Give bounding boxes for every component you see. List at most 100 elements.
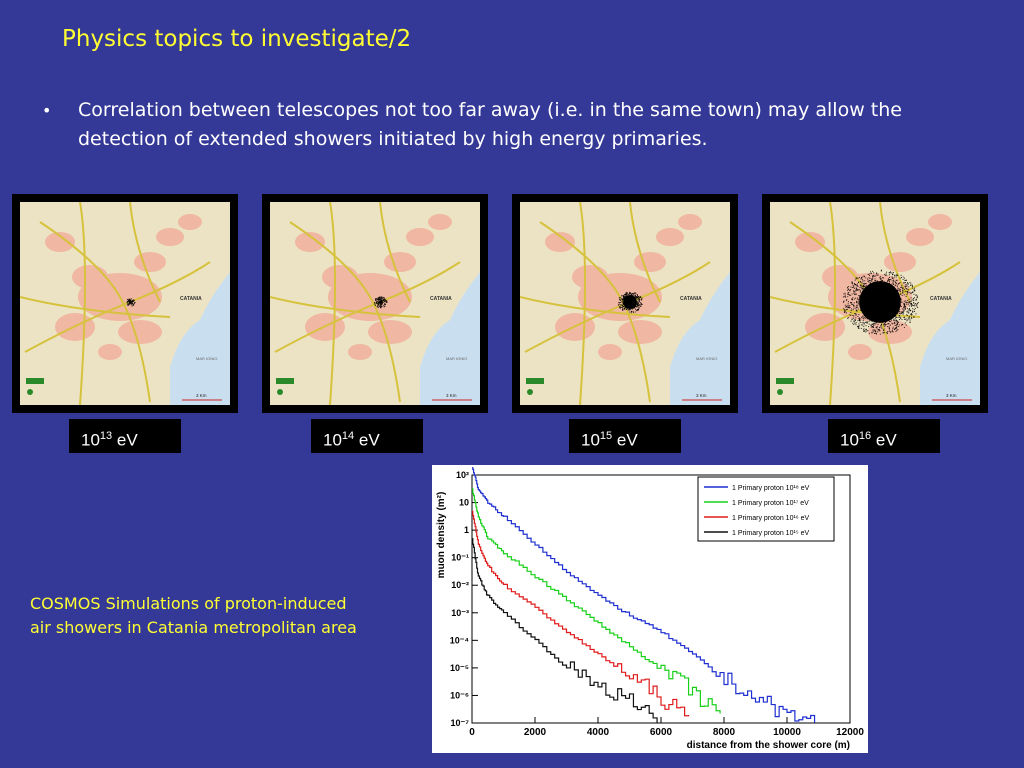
x-tick-label: 2000 — [524, 727, 547, 738]
urban-area — [822, 265, 858, 289]
map-scale-label: 3 Km — [196, 393, 207, 398]
map-marker — [277, 389, 283, 395]
urban-area — [678, 214, 702, 230]
road — [379, 202, 411, 303]
caption-line-2: air showers in Catania metropolitan area — [30, 618, 357, 637]
muon-density-chart: 0 2000 4000 6000 8000 10000 12000 10⁻⁷ 10⁻⁶ 10⁻⁵ 1… — [432, 465, 868, 753]
urban-area — [295, 232, 325, 252]
map-city-label: CATANIA — [680, 296, 702, 302]
road — [39, 221, 151, 403]
x-tick-label: 6000 — [650, 727, 673, 738]
urban-area — [428, 214, 452, 230]
urban-area — [928, 214, 952, 230]
road — [289, 221, 401, 403]
sea-area — [170, 272, 230, 405]
urban-area — [322, 265, 358, 289]
urban-area — [406, 228, 434, 246]
map-sea-label: MAR IONIO — [696, 356, 717, 361]
map-marker — [27, 389, 33, 395]
x-axis-label: distance from the shower core (m) — [687, 740, 850, 751]
urban-area — [45, 232, 75, 252]
y-tick-label: 10⁻⁵ — [450, 663, 469, 673]
road — [129, 202, 161, 303]
legend-entry: 1 Primary proton 10¹⁶ eV — [732, 515, 810, 522]
catania-map: CATANIA MAR IONIO 3 Km — [770, 202, 980, 405]
map-sea-label: MAR IONIO — [946, 356, 967, 361]
urban-area — [906, 228, 934, 246]
shower-footprint — [617, 291, 643, 314]
simulation-caption: COSMOS Simulations of proton-induced air… — [30, 592, 430, 640]
legend-entry: 1 Primary proton 10¹⁷ eV — [732, 500, 809, 507]
map-legend-box — [776, 378, 794, 384]
map-sea-label: MAR IONIO — [196, 356, 217, 361]
sea-area — [670, 272, 730, 405]
bullet-marker: • — [42, 101, 52, 120]
series-line — [472, 538, 658, 723]
road — [79, 202, 86, 405]
urban-area — [384, 252, 416, 272]
x-tick-label: 0 — [469, 727, 475, 738]
urban-area — [598, 344, 622, 360]
energy-label-3: 1015 eV — [569, 419, 681, 453]
energy-label-2: 1014 eV — [311, 419, 423, 453]
map-city-label: CATANIA — [180, 296, 202, 302]
road — [829, 202, 836, 405]
map-panel-2: CATANIA MAR IONIO 3 Km — [262, 194, 488, 413]
sea-area — [420, 272, 480, 405]
urban-area — [156, 228, 184, 246]
legend-entry: 1 Primary proton 10¹⁸ eV — [732, 485, 810, 492]
road — [629, 202, 661, 303]
catania-map: CATANIA MAR IONIO 3 Km — [270, 202, 480, 405]
map-panel-4: CATANIA MAR IONIO 3 Km — [762, 194, 988, 413]
road — [329, 202, 336, 405]
series-line — [472, 467, 816, 723]
shower-footprint — [374, 296, 388, 309]
x-tick-label: 10000 — [773, 727, 801, 738]
series-line — [472, 488, 721, 714]
shower-footprint — [126, 298, 136, 307]
urban-area — [348, 344, 372, 360]
map-sea-label: MAR IONIO — [446, 356, 467, 361]
urban-area — [545, 232, 575, 252]
y-tick-label: 10⁻¹ — [451, 553, 469, 563]
road — [270, 296, 421, 318]
urban-area — [98, 344, 122, 360]
y-tick-label: 10⁻⁷ — [451, 718, 470, 728]
urban-area — [634, 252, 666, 272]
x-tick-label: 8000 — [713, 727, 736, 738]
map-scale-label: 3 Km — [946, 393, 957, 398]
urban-area — [884, 252, 916, 272]
urban-area — [72, 265, 108, 289]
sea-area — [920, 272, 980, 405]
energy-label-1: 1013 eV — [69, 419, 181, 453]
urban-area — [368, 320, 412, 344]
urban-area — [572, 265, 608, 289]
urban-area — [118, 320, 162, 344]
bullet-point: • Correlation between telescopes not too… — [42, 96, 902, 154]
map-legend-box — [276, 378, 294, 384]
bullet-text: Correlation between telescopes not too f… — [78, 99, 902, 150]
x-tick-label: 12000 — [836, 727, 864, 738]
urban-area — [134, 252, 166, 272]
map-panel-1: CATANIA MAR IONIO 3 Km — [12, 194, 238, 413]
map-city-label: CATANIA — [930, 296, 952, 302]
road — [20, 296, 171, 318]
map-marker — [527, 389, 533, 395]
road — [579, 202, 586, 405]
urban-area — [178, 214, 202, 230]
energy-label-4: 1016 eV — [828, 419, 940, 453]
y-tick-label: 10⁻³ — [451, 608, 469, 618]
map-marker — [777, 389, 783, 395]
map-scale-label: 3 Km — [446, 393, 457, 398]
urban-area — [618, 320, 662, 344]
map-legend-box — [26, 378, 44, 384]
y-tick-label: 10 — [459, 498, 469, 508]
chart-legend: 1 Primary proton 10¹⁸ eV 1 Primary proton… — [697, 476, 835, 542]
y-tick-label: 10⁻² — [451, 580, 469, 590]
urban-area — [848, 344, 872, 360]
catania-map: CATANIA MAR IONIO 3 Km — [20, 202, 230, 405]
y-tick-label: 10² — [456, 470, 469, 480]
road — [520, 296, 671, 318]
catania-map: CATANIA MAR IONIO 3 Km — [520, 202, 730, 405]
map-scale-label: 3 Km — [696, 393, 707, 398]
